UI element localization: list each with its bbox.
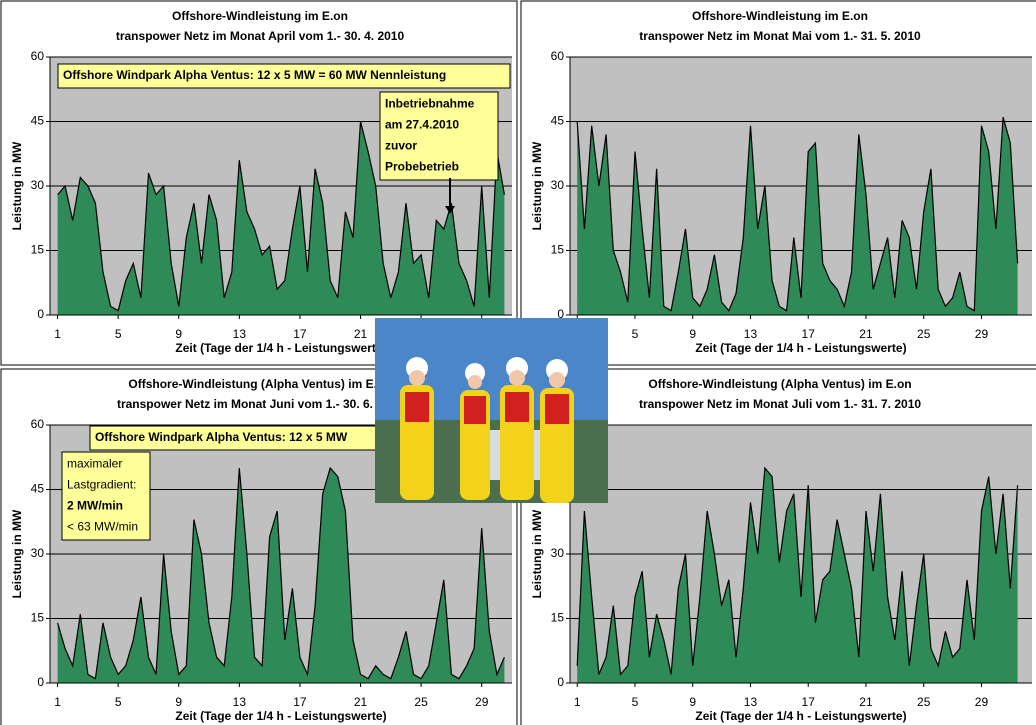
x-tick-label: 17 (802, 695, 816, 709)
x-tick-label: 17 (293, 327, 307, 341)
chart-title: Offshore-Windleistung (Alpha Ventus) im … (648, 377, 911, 391)
x-tick-label: 9 (175, 695, 182, 709)
x-tick-label: 9 (175, 327, 182, 341)
x-tick-label: 21 (354, 695, 368, 709)
chart-subtitle: transpower Netz im Monat April vom 1.- 3… (116, 29, 405, 43)
x-tick-label: 25 (414, 695, 428, 709)
y-axis-label: Leistung in MW (530, 509, 544, 598)
x-axis-label: Zeit (Tage der 1/4 h - Leistungswerte) (695, 341, 906, 355)
x-tick-label: 1 (574, 695, 581, 709)
chart-title: Offshore-Windleistung im E.on (692, 9, 868, 23)
x-axis-label: Zeit (Tage der 1/4 h - Leistungswerte) (695, 709, 906, 723)
annotation-text: 2 MW/min (67, 499, 123, 513)
y-tick-label: 15 (31, 243, 45, 257)
y-axis-label: Leistung in MW (530, 141, 544, 230)
x-tick-label: 13 (233, 327, 247, 341)
annotation-text: maximaler (67, 457, 122, 471)
annotation-text: Lastgradient: (67, 478, 136, 492)
x-axis-label: Zeit (Tage der 1/4 h - Leistungswerte) (175, 341, 386, 355)
y-tick-label: 0 (37, 307, 44, 321)
x-tick-label: 1 (54, 695, 61, 709)
annotation-text: Offshore Windpark Alpha Ventus: 12 x 5 M… (95, 430, 348, 444)
x-tick-label: 29 (475, 695, 489, 709)
y-tick-label: 60 (31, 417, 45, 431)
x-tick-label: 17 (802, 327, 816, 341)
x-tick-label: 9 (689, 695, 696, 709)
annotation-text: Inbetriebnahme (385, 97, 475, 111)
x-tick-label: 21 (354, 327, 368, 341)
y-tick-label: 15 (551, 611, 565, 625)
x-tick-label: 9 (689, 327, 696, 341)
x-tick-label: 25 (917, 327, 931, 341)
x-tick-label: 5 (632, 327, 639, 341)
annotation-text: zuvor (385, 139, 417, 153)
x-axis-label: Zeit (Tage der 1/4 h - Leistungswerte) (175, 709, 386, 723)
x-tick-label: 5 (632, 695, 639, 709)
chart-title: Offshore-Windleistung (Alpha Ventus) im … (128, 377, 391, 391)
y-tick-label: 15 (551, 243, 565, 257)
y-tick-label: 45 (31, 482, 45, 496)
chart-subtitle: transpower Netz im Monat Juni vom 1.- 30… (117, 397, 403, 411)
chart-collage: 0153045601591317212529Offshore-Windleist… (0, 0, 1036, 725)
chart-subtitle: transpower Netz im Monat Juli vom 1.- 31… (639, 397, 921, 411)
x-tick-label: 13 (744, 695, 758, 709)
y-tick-label: 30 (31, 178, 45, 192)
y-tick-label: 45 (551, 114, 565, 128)
x-tick-label: 17 (293, 695, 307, 709)
y-tick-label: 0 (557, 675, 564, 689)
x-tick-label: 5 (115, 327, 122, 341)
y-axis-label: Leistung in MW (10, 509, 24, 598)
x-tick-label: 13 (744, 327, 758, 341)
x-tick-label: 21 (859, 695, 873, 709)
x-tick-label: 21 (859, 327, 873, 341)
y-tick-label: 0 (37, 675, 44, 689)
annotation-text: < 63 MW/min (67, 520, 138, 534)
y-tick-label: 45 (31, 114, 45, 128)
chart-title: Offshore-Windleistung im E.on (172, 9, 348, 23)
x-tick-label: 29 (975, 327, 989, 341)
chart-subtitle: transpower Netz im Monat Mai vom 1.- 31.… (639, 29, 921, 43)
y-tick-label: 30 (31, 546, 45, 560)
x-tick-label: 5 (115, 695, 122, 709)
y-axis-label: Leistung in MW (10, 141, 24, 230)
annotation-text: Offshore Windpark Alpha Ventus: 12 x 5 M… (63, 68, 446, 82)
x-tick-label: 29 (975, 695, 989, 709)
x-tick-label: 25 (917, 695, 931, 709)
y-tick-label: 30 (551, 546, 565, 560)
x-tick-label: 13 (233, 695, 247, 709)
annotation-text: Probebetrieb (385, 160, 459, 174)
photo (375, 318, 608, 503)
y-tick-label: 60 (551, 49, 565, 63)
y-tick-label: 30 (551, 178, 565, 192)
y-tick-label: 15 (31, 611, 45, 625)
y-tick-label: 60 (31, 49, 45, 63)
x-tick-label: 1 (54, 327, 61, 341)
annotation-text: am 27.4.2010 (385, 118, 459, 132)
